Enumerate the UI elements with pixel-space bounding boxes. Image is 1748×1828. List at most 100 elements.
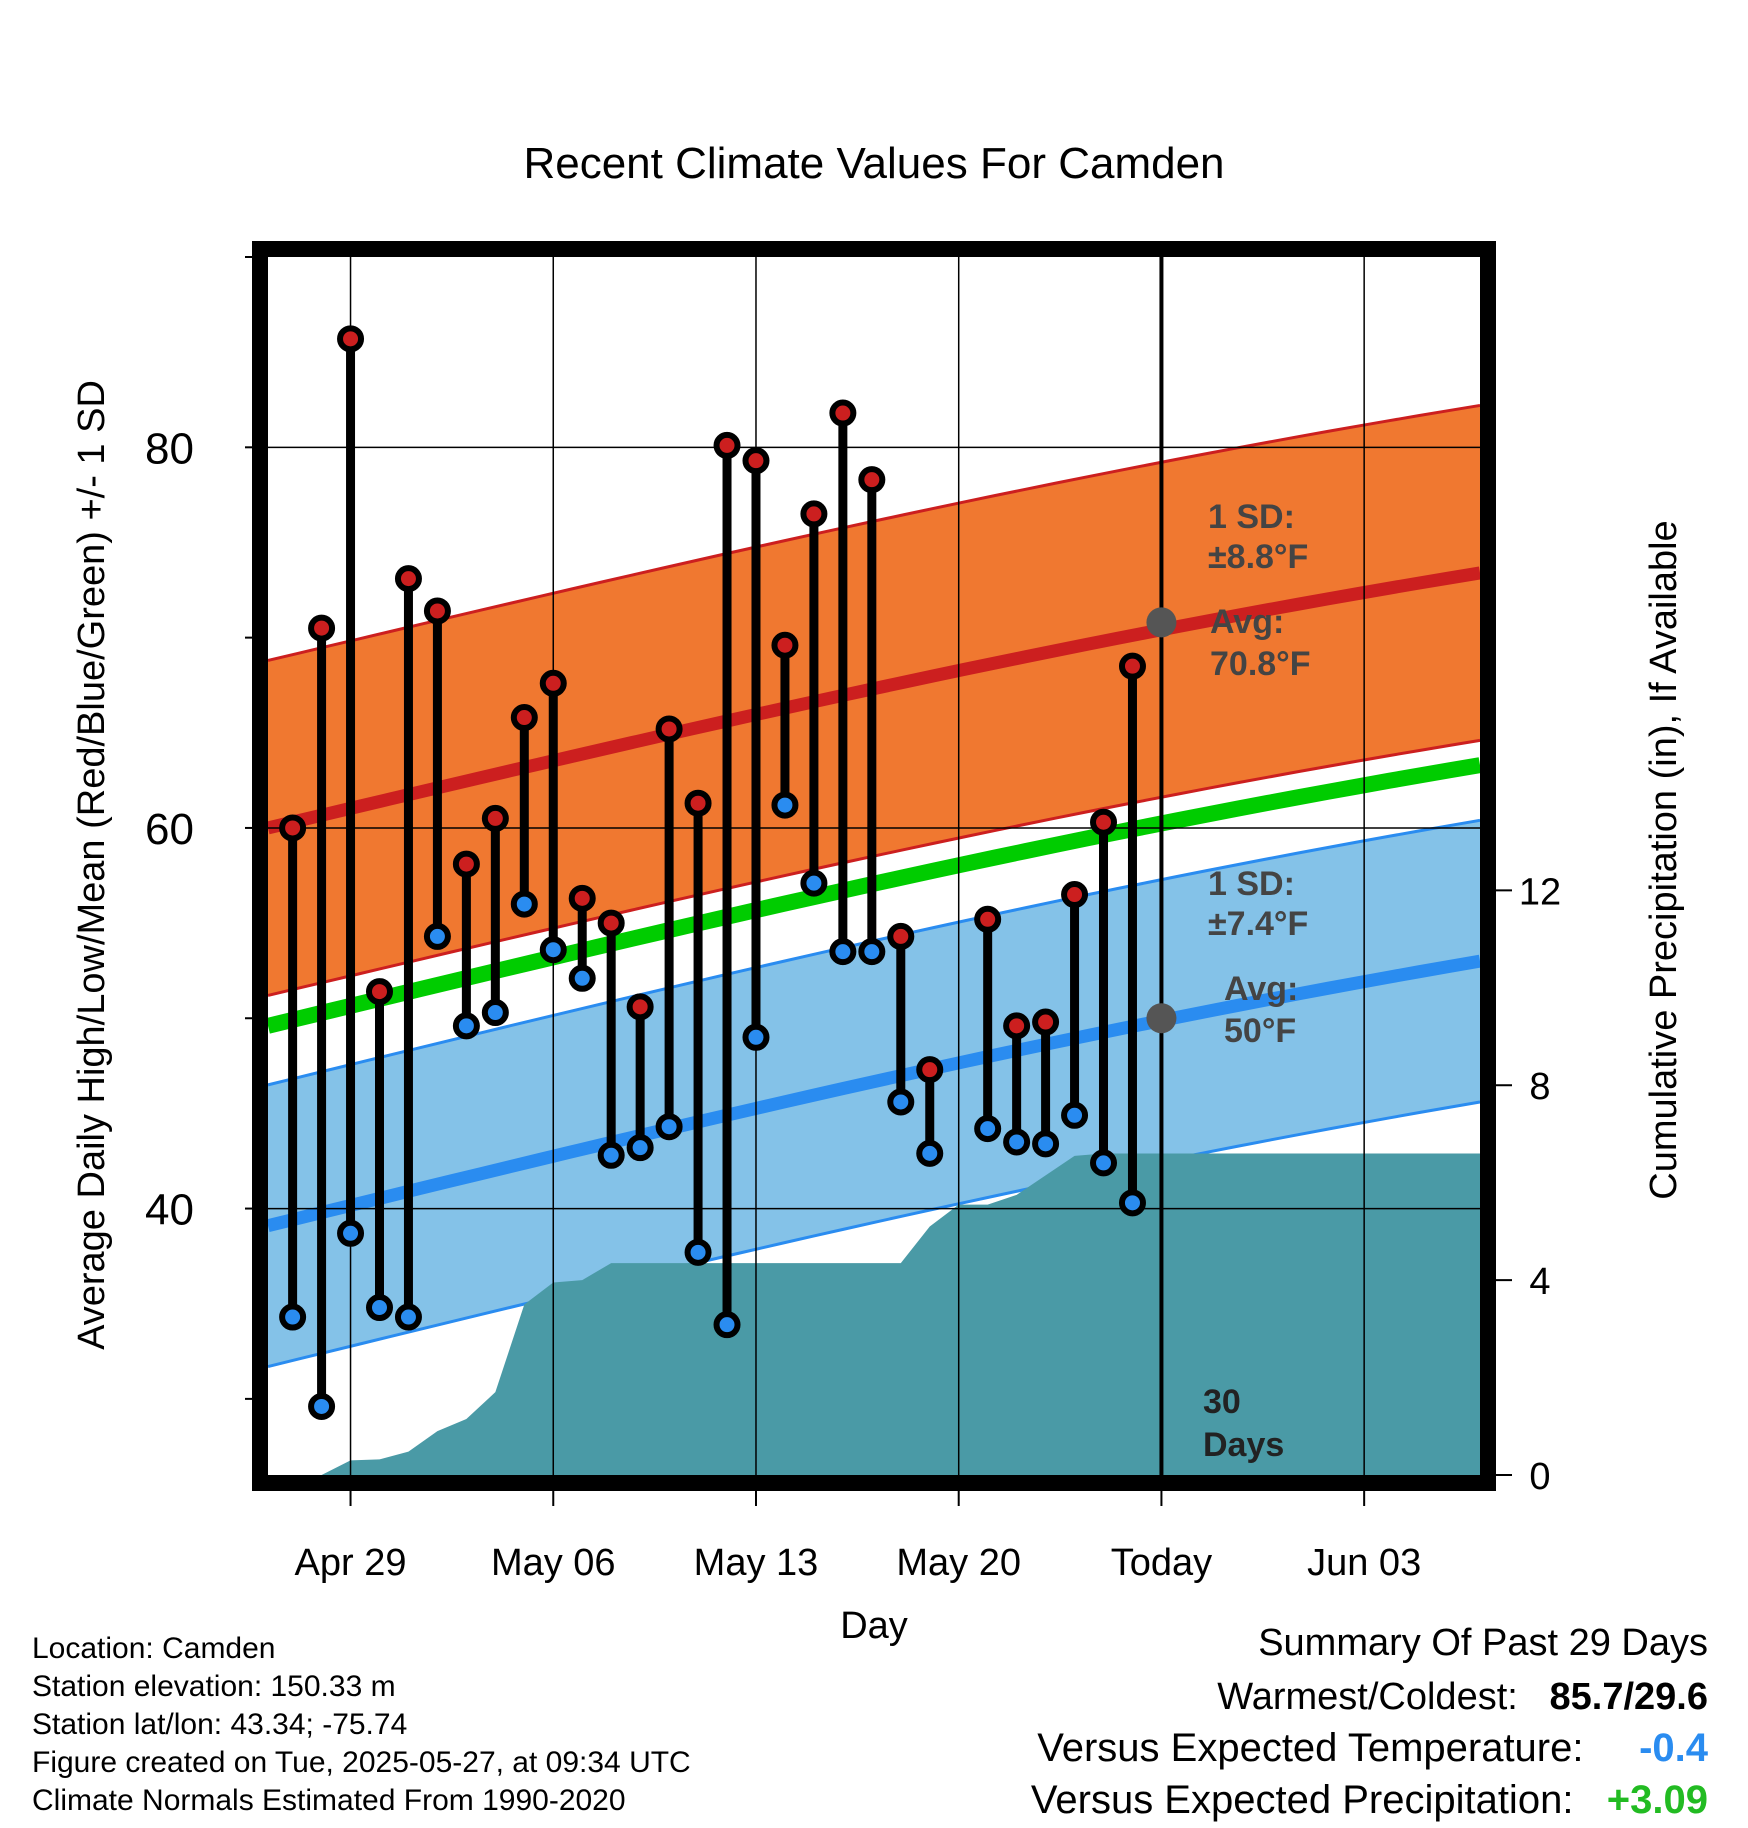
low-point [597,1141,625,1169]
normal-low-line [266,954,1482,1233]
temp-value: -0.4 [1639,1726,1708,1770]
x-tick-label: Apr 29 [295,1542,407,1584]
high-point [858,466,886,494]
low-point [974,1115,1002,1143]
x-axis-label: Day [840,1605,908,1647]
low-sd-value: ±7.4°F [1208,905,1308,943]
low-point [423,922,451,950]
precipitation-area [321,1153,1481,1475]
low-avg-title: Avg: [1224,970,1298,1008]
high-point [974,905,1002,933]
low-point [713,1311,741,1339]
latlon-text: Station lat/lon: 43.34; -75.74 [32,1708,408,1741]
x-tick-label: Jun 03 [1307,1542,1421,1584]
created-text: Figure created on Tue, 2025-05-27, at 09… [32,1746,691,1779]
high-point [1061,881,1089,909]
low-point [858,938,886,966]
high-avg-title: Avg: [1210,603,1284,641]
today-label-line1: 30 [1203,1383,1241,1421]
y-right-tick-label: 12 [1519,871,1561,913]
today-low-avg-marker [1146,1003,1177,1034]
y-axis-label-right: Cumulative Precipitation (in), If Availa… [1643,520,1685,1199]
low-band-lower-edge [267,1100,1481,1368]
station-info: Location: Camden Station elevation: 150.… [32,1630,691,1820]
low-point [1118,1189,1146,1217]
low-point [1003,1128,1031,1156]
high-point [684,789,712,817]
high-point [1090,808,1118,836]
low-point [1061,1101,1089,1129]
low-point [308,1392,336,1420]
low-point [337,1219,365,1247]
high-point [655,715,683,743]
high-point [626,993,654,1021]
y-right-tick-label: 0 [1529,1456,1550,1498]
summary-warm-cold: Warmest/Coldest: 85.7/29.6 [1217,1676,1708,1719]
y-tick-label: 60 [145,805,194,854]
low-point [829,938,857,966]
high-point [423,597,451,625]
low-point [365,1294,393,1322]
high-point [539,669,567,697]
summary-temp: Versus Expected Temperature: -0.4 [1037,1726,1708,1771]
location-text: Location: Camden [32,1632,276,1665]
low-point [539,936,567,964]
high-point [887,922,915,950]
x-tick-label: May 13 [694,1542,819,1584]
low-point [626,1134,654,1162]
observations [279,325,1146,1420]
high-point [1118,652,1146,680]
high-point [365,978,393,1006]
precip-label: Versus Expected Precipitation: [1030,1778,1574,1822]
y-axis-label-left: Average Daily High/Low/Mean (Red/Blue/Gr… [71,380,113,1350]
low-point [1090,1149,1118,1177]
low-point [684,1238,712,1266]
x-tick-label: Today [1111,1542,1212,1584]
precip-value: +3.09 [1606,1778,1708,1822]
high-point [394,565,422,593]
y-tick-label: 40 [145,1186,194,1235]
today-high-avg-marker [1146,607,1177,638]
high-point [742,447,770,475]
summary-title: Summary Of Past 29 Days [1258,1622,1708,1664]
low-point [481,999,509,1027]
y-right-tick-label: 8 [1529,1066,1550,1108]
today-average-markers [1146,607,1177,1034]
low-point [655,1113,683,1141]
high-point [916,1056,944,1084]
high-point [452,850,480,878]
low-point [800,869,828,897]
summary-precip: Versus Expected Precipitation: +3.09 [1031,1778,1708,1823]
high-point [1003,1012,1031,1040]
x-tick-label: May 20 [896,1542,1021,1584]
chart-title: Recent Climate Values For Camden [523,139,1224,188]
low-point [452,1012,480,1040]
high-point [597,909,625,937]
low-point [568,964,596,992]
today-label-line2: Days [1203,1426,1284,1464]
x-tick-label: May 06 [491,1542,616,1584]
high-avg-value: 70.8°F [1210,645,1311,683]
high-sd-value: ±8.8°F [1208,538,1308,576]
plot-frame [252,241,1496,1491]
high-point [510,704,538,732]
normals-text: Climate Normals Estimated From 1990-2020 [32,1784,626,1817]
elevation-text: Station elevation: 150.33 m [32,1670,396,1703]
low-point [916,1139,944,1167]
low-point [279,1303,307,1331]
temp-label: Versus Expected Temperature: [1037,1726,1584,1770]
warm-cold-value: 85.7/29.6 [1549,1676,1708,1718]
low-point [771,791,799,819]
low-point [1032,1130,1060,1158]
precipitation-fill [321,1153,1481,1475]
low-avg-value: 50°F [1224,1012,1296,1050]
low-point [394,1303,422,1331]
high-point [279,814,307,842]
low-band-fill [268,820,1480,1367]
high-point [829,399,857,427]
high-point [481,804,509,832]
high-point [308,614,336,642]
high-point [568,884,596,912]
low-sd-title: 1 SD: [1208,865,1295,903]
